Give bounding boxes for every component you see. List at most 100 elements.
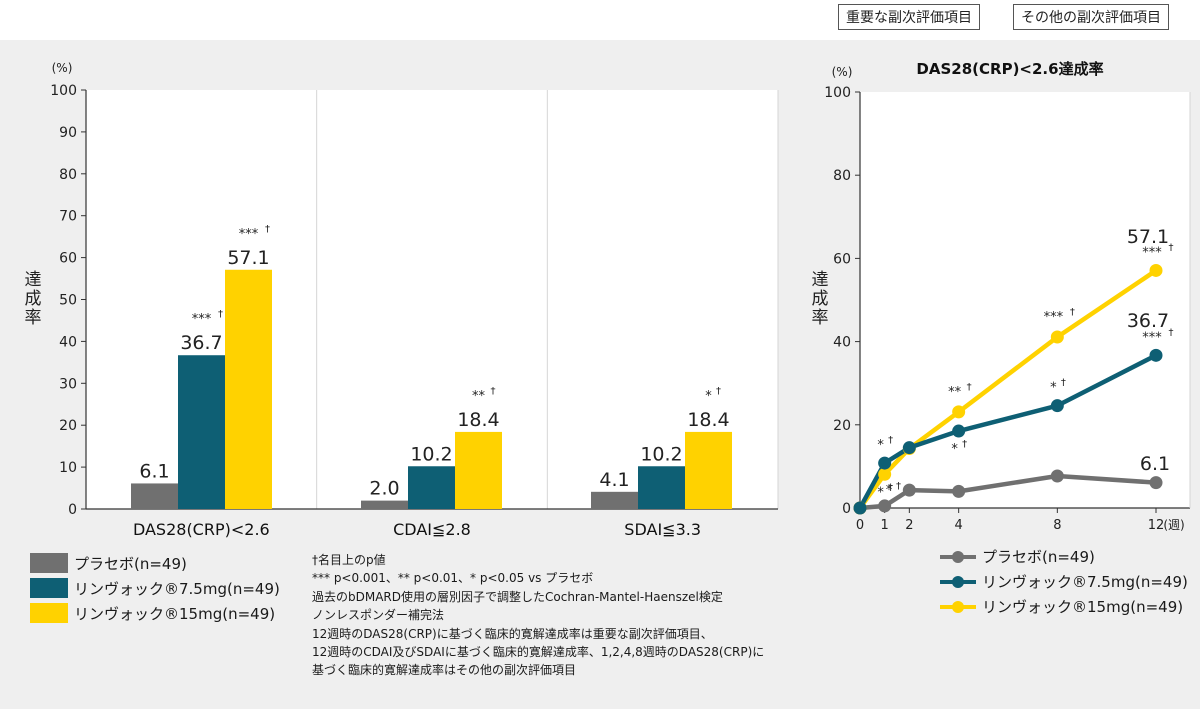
bar bbox=[455, 431, 502, 509]
bar-value-label: 2.0 bbox=[369, 478, 399, 500]
bar-y-tick-label: 10 bbox=[59, 460, 77, 476]
line-y-tick-label: 100 bbox=[824, 85, 851, 101]
bar-y-tick-label: 20 bbox=[59, 418, 77, 434]
bar-dagger: † bbox=[716, 386, 721, 397]
rinvoq-15-swatch bbox=[30, 603, 68, 623]
line-point bbox=[952, 484, 966, 498]
bar-legend-label: プラセボ(n=49) bbox=[74, 555, 187, 573]
line-point bbox=[878, 499, 892, 513]
rinvoq-7-5-line-marker bbox=[940, 576, 976, 588]
line-dagger: † bbox=[1169, 242, 1174, 253]
bar bbox=[178, 355, 225, 509]
line-x-tick-label: 2 bbox=[905, 518, 913, 533]
bar-y-unit: (%) bbox=[52, 61, 73, 75]
line-y-axis-label: 率 bbox=[812, 308, 829, 328]
line-x-tick-label: 8 bbox=[1053, 518, 1061, 533]
line-point bbox=[878, 467, 892, 481]
footnote-line: *** p<0.001、** p<0.01、* p<0.05 vs プラセボ bbox=[312, 571, 594, 586]
bar-y-axis-label: 達 bbox=[25, 270, 42, 290]
line-significance-label: ** bbox=[948, 385, 962, 400]
line-dagger: † bbox=[1061, 378, 1066, 389]
bar-value-label: 36.7 bbox=[180, 332, 222, 354]
line-x-tick-label: 12 bbox=[1148, 518, 1165, 533]
bar bbox=[591, 491, 638, 509]
footnote-line: ノンレスポンダー補完法 bbox=[312, 608, 445, 623]
bar-y-tick-label: 60 bbox=[59, 251, 77, 267]
bar bbox=[361, 500, 408, 509]
rinvoq-15-line-marker bbox=[940, 601, 976, 613]
line-point bbox=[1149, 348, 1163, 362]
bar-legend-label: リンヴォック®7.5mg(n=49) bbox=[74, 580, 280, 598]
line-point bbox=[853, 501, 867, 515]
line-point bbox=[952, 405, 966, 419]
line-y-unit: (%) bbox=[832, 65, 853, 79]
footnote-line: 12週時のCDAI及びSDAIに基づく臨床的寛解達成率、1,2,4,8週時のDA… bbox=[312, 645, 765, 660]
bar-y-tick-label: 80 bbox=[59, 167, 77, 183]
bar-value-label: 10.2 bbox=[640, 443, 682, 465]
line-dagger: † bbox=[1169, 327, 1174, 338]
bar-value-label: 10.2 bbox=[410, 443, 452, 465]
bar-value-label: 18.4 bbox=[687, 409, 729, 431]
bar-value-label: 57.1 bbox=[227, 247, 269, 269]
line-dagger: † bbox=[962, 439, 967, 450]
footnote-line: 基づく臨床的寛解達成率はその他の副次評価項目 bbox=[312, 663, 577, 678]
line-significance-label: * bbox=[886, 483, 893, 498]
bar bbox=[225, 269, 272, 509]
placebo-swatch bbox=[30, 553, 68, 573]
line-point bbox=[1050, 330, 1064, 344]
line-end-value-label: 57.1 bbox=[1127, 226, 1169, 248]
line-x-tick-label: 1 bbox=[881, 518, 889, 533]
top-bar: 重要な副次評価項目 その他の副次評価項目 bbox=[0, 0, 1200, 40]
line-dagger: † bbox=[888, 482, 893, 493]
bar-y-tick-label: 50 bbox=[59, 293, 77, 309]
bar-category-label: CDAI≦2.8 bbox=[393, 520, 471, 539]
line-legend-label: プラセボ(n=49) bbox=[982, 548, 1095, 566]
bar bbox=[685, 431, 732, 509]
line-y-tick-label: 60 bbox=[833, 251, 851, 267]
rinvoq-7-5-swatch bbox=[30, 578, 68, 598]
bar bbox=[638, 466, 685, 509]
line-point bbox=[902, 441, 916, 455]
tag-other-secondary-endpoint[interactable]: その他の副次評価項目 bbox=[1013, 4, 1169, 30]
line-y-tick-label: 80 bbox=[833, 168, 851, 184]
line-y-tick-label: 20 bbox=[833, 418, 851, 434]
line-significance-label: *** bbox=[1044, 310, 1064, 325]
bar-y-tick-label: 70 bbox=[59, 209, 77, 225]
bar-y-tick-label: 100 bbox=[50, 83, 77, 99]
line-series bbox=[858, 268, 1158, 510]
footnote-line: 過去のbDMARD使用の層別因子で調整したCochran-Mantel-Haen… bbox=[312, 589, 723, 604]
footnote-line: 12週時のDAS28(CRP)に基づく臨床的寛解達成率は重要な副次評価項目、 bbox=[312, 626, 713, 641]
line-point bbox=[952, 424, 966, 438]
footnote-line: †名目上のp値 bbox=[312, 553, 386, 567]
line-dagger: † bbox=[967, 382, 972, 393]
line-significance-label: * bbox=[1050, 381, 1057, 396]
line-legend-label: リンヴォック®7.5mg(n=49) bbox=[982, 573, 1188, 591]
line-dagger: † bbox=[888, 435, 893, 446]
bar-y-tick-label: 30 bbox=[59, 376, 77, 392]
bar-significance-label: *** bbox=[192, 312, 212, 327]
line-y-tick-label: 0 bbox=[842, 501, 851, 517]
line-dagger: † bbox=[1070, 307, 1075, 318]
line-point bbox=[1050, 399, 1064, 413]
line-dagger: † bbox=[896, 481, 901, 492]
tag-key-secondary-endpoint[interactable]: 重要な副次評価項目 bbox=[838, 4, 980, 30]
line-y-axis-label: 成 bbox=[812, 289, 829, 309]
line-y-tick-label: 40 bbox=[833, 335, 851, 351]
line-legend-label: リンヴォック®15mg(n=49) bbox=[982, 598, 1184, 616]
bar bbox=[131, 483, 178, 509]
bar-y-tick-label: 90 bbox=[59, 125, 77, 141]
line-point bbox=[902, 483, 916, 497]
bar-significance-label: * bbox=[705, 389, 712, 404]
footnotes: †名目上のp値 *** p<0.001、** p<0.01、* p<0.05 v… bbox=[312, 551, 764, 680]
bar-dagger: † bbox=[218, 309, 223, 320]
line-plot-area bbox=[860, 92, 1190, 508]
bar-value-label: 18.4 bbox=[457, 409, 499, 431]
bar-significance-label: ** bbox=[472, 389, 486, 404]
bar-legend-label: リンヴォック®15mg(n=49) bbox=[74, 605, 276, 623]
bar-value-label: 4.1 bbox=[599, 469, 629, 491]
bar-dagger: † bbox=[491, 386, 496, 397]
line-significance-label: *** bbox=[1142, 330, 1162, 345]
bar-value-label: 6.1 bbox=[139, 460, 169, 482]
